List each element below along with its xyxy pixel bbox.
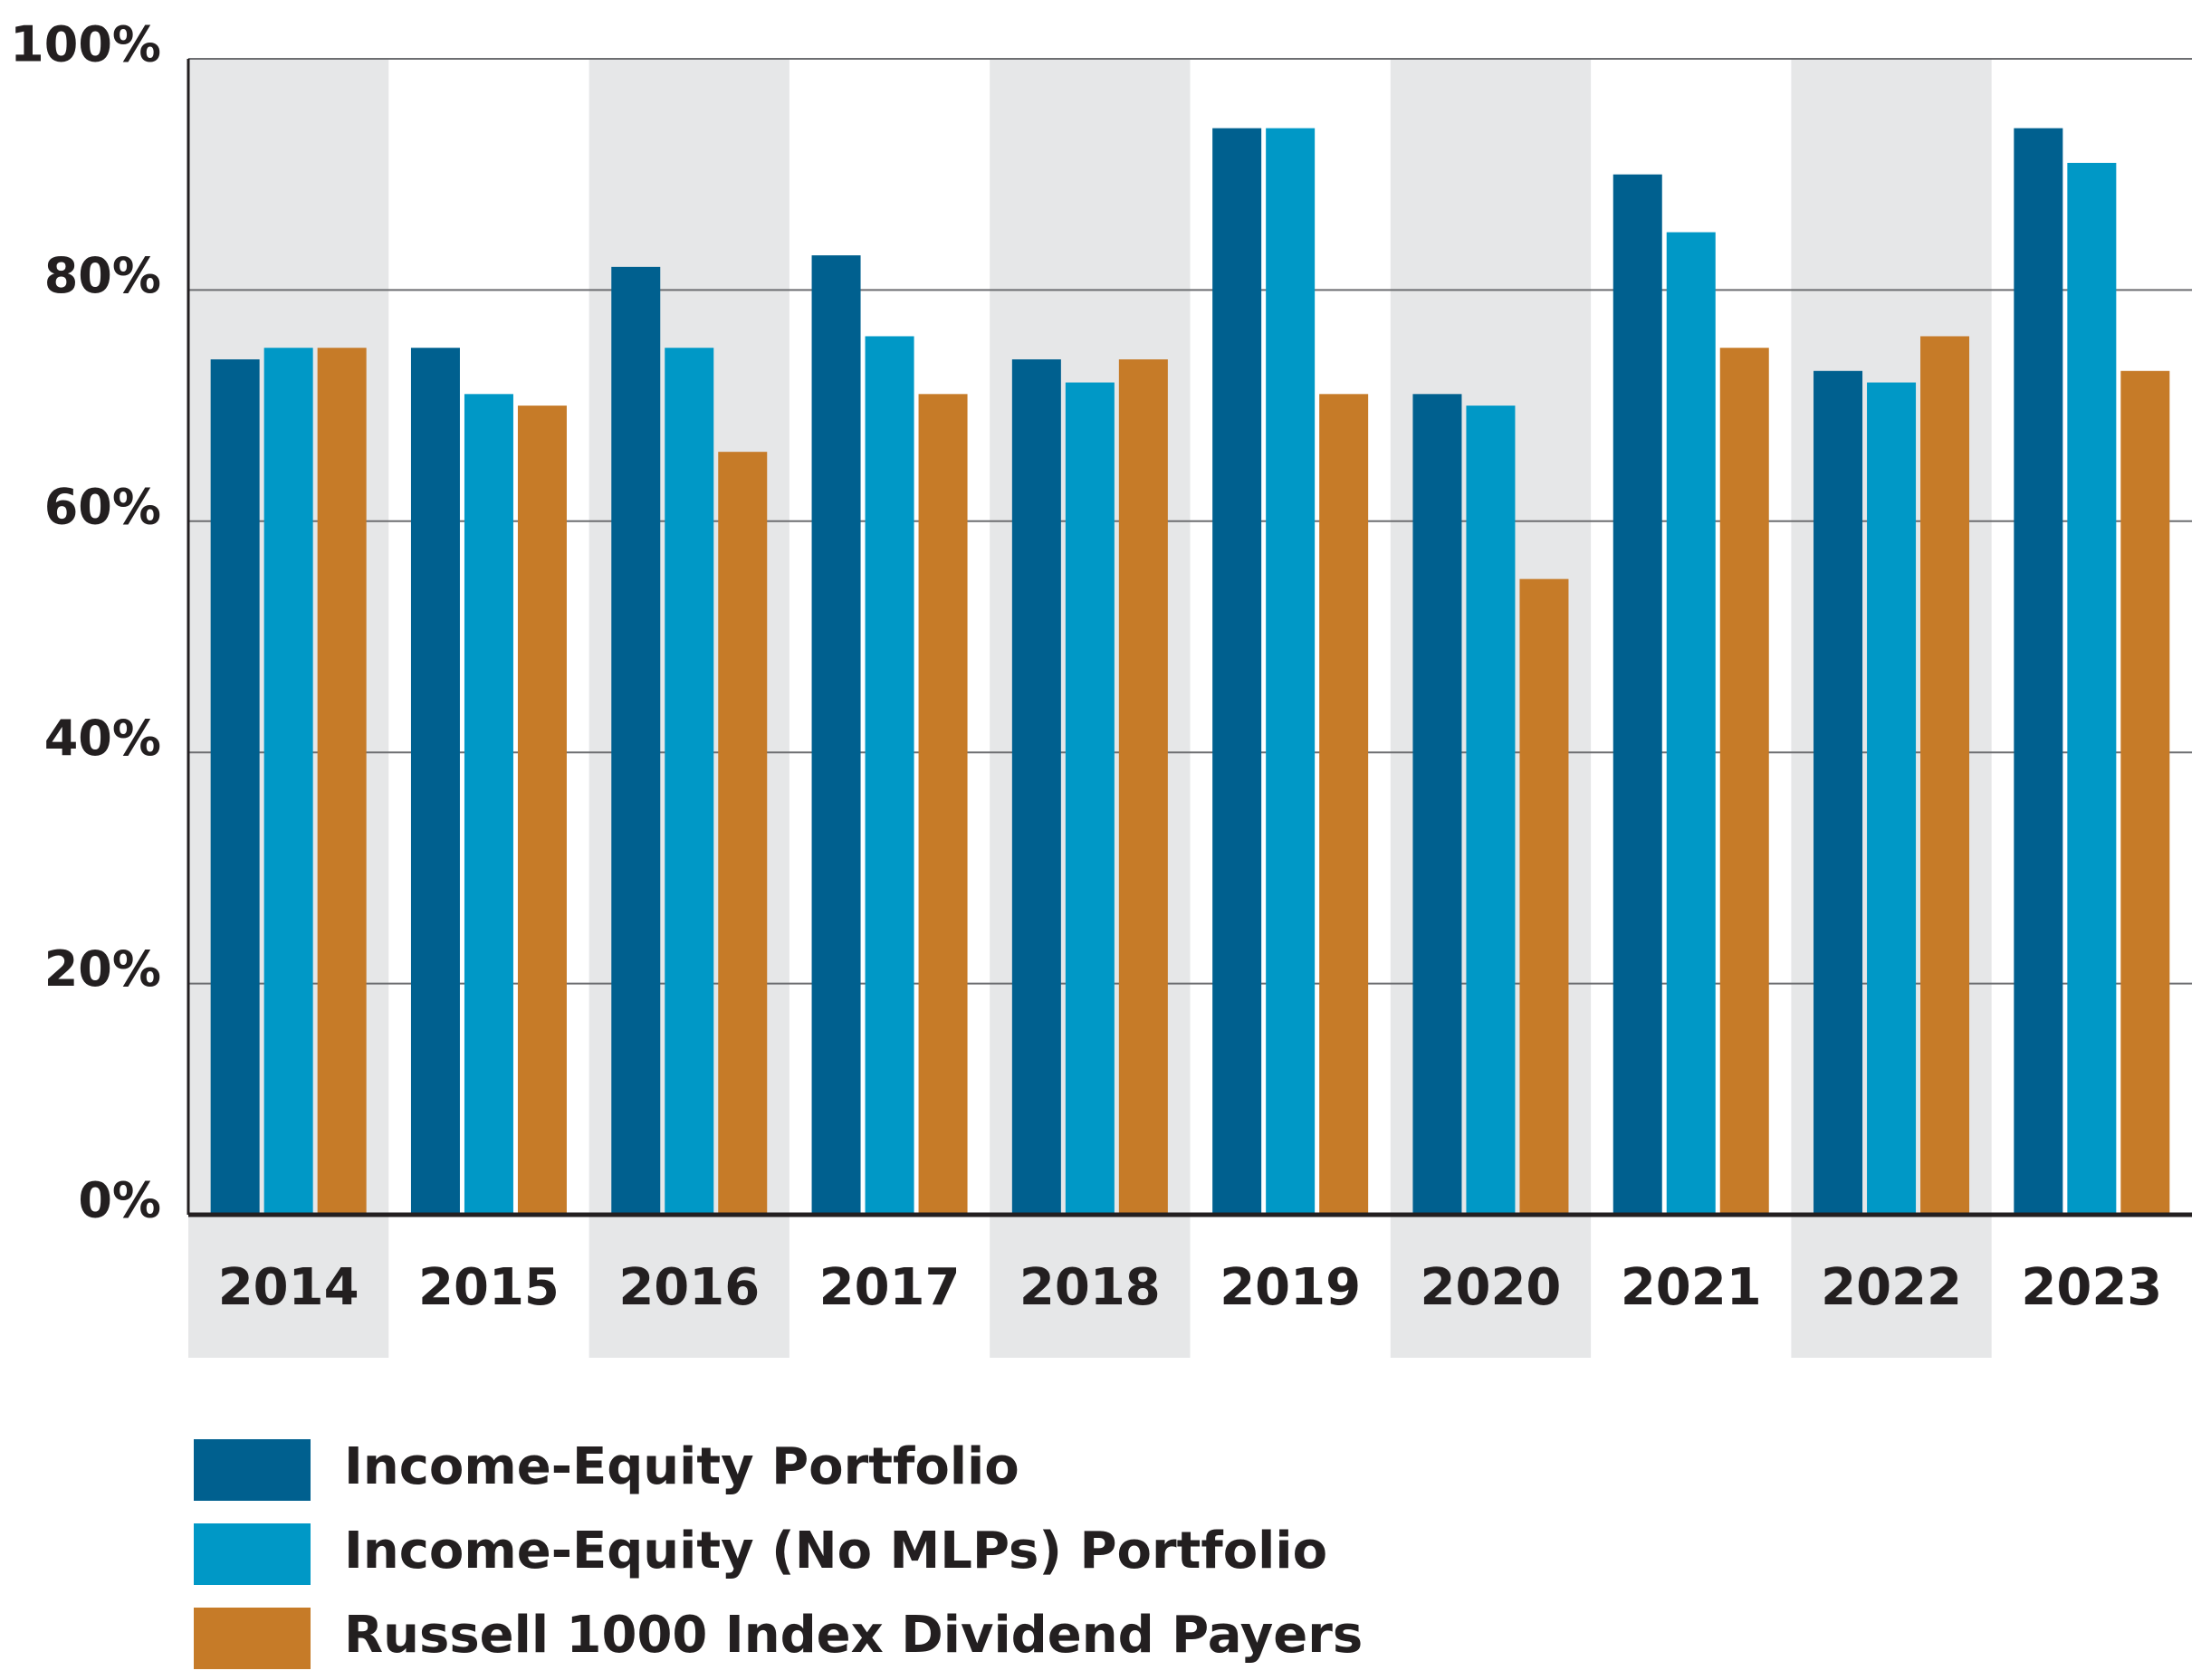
bar xyxy=(2067,162,2117,1216)
bar xyxy=(410,348,460,1215)
x-tick-label: 2022 xyxy=(1821,1258,1962,1317)
bar xyxy=(1612,174,1662,1216)
bar xyxy=(1519,578,1569,1215)
bar xyxy=(1319,394,1369,1216)
y-tick-label: 0% xyxy=(78,1172,161,1229)
bar xyxy=(1867,382,1917,1215)
x-tick-label: 2015 xyxy=(418,1258,560,1317)
bar xyxy=(210,359,260,1215)
x-tick-label: 2018 xyxy=(1019,1258,1161,1317)
bar xyxy=(2120,370,2170,1215)
bar xyxy=(665,348,714,1215)
bar xyxy=(1118,359,1168,1215)
x-tick-label: 2020 xyxy=(1421,1258,1562,1317)
y-tick-label: 40% xyxy=(44,710,161,767)
x-tick-label: 2014 xyxy=(218,1258,359,1317)
legend-swatch xyxy=(194,1523,311,1585)
x-tick-label: 2019 xyxy=(1220,1258,1361,1317)
x-tick-label: 2016 xyxy=(618,1258,760,1317)
bar xyxy=(263,348,313,1215)
bar xyxy=(611,266,661,1215)
bar xyxy=(918,394,968,1216)
legend-swatch xyxy=(194,1608,311,1669)
x-tick-label: 2017 xyxy=(819,1258,961,1317)
y-tick-label: 80% xyxy=(44,247,161,304)
y-tick-label: 20% xyxy=(44,940,161,998)
bar xyxy=(517,406,567,1216)
y-tick-label: 100% xyxy=(10,16,161,73)
bar xyxy=(811,255,861,1216)
bar xyxy=(1813,370,1863,1215)
x-tick-label: 2023 xyxy=(2021,1258,2162,1317)
bar xyxy=(718,452,768,1215)
bar xyxy=(1719,348,1769,1215)
bar xyxy=(464,394,513,1216)
x-tick-label: 2021 xyxy=(1621,1258,1762,1317)
bar xyxy=(2014,128,2063,1215)
bar xyxy=(317,348,367,1215)
legend-label: Income-Equity (No MLPs) Portfolio xyxy=(344,1522,1327,1580)
bar xyxy=(1065,382,1115,1215)
y-tick-label: 60% xyxy=(44,478,161,535)
bar xyxy=(1920,336,1970,1216)
bar xyxy=(1412,394,1462,1216)
legend-label: Income-Equity Portfolio xyxy=(344,1437,1019,1496)
bar xyxy=(1466,406,1516,1216)
bar xyxy=(1266,128,1316,1215)
bar xyxy=(1666,232,1716,1215)
bar xyxy=(1212,128,1262,1215)
legend-label: Russell 1000 Index Dividend Payers xyxy=(344,1606,1363,1665)
bar xyxy=(1011,359,1061,1215)
bar xyxy=(865,336,914,1216)
legend-swatch xyxy=(194,1439,311,1501)
